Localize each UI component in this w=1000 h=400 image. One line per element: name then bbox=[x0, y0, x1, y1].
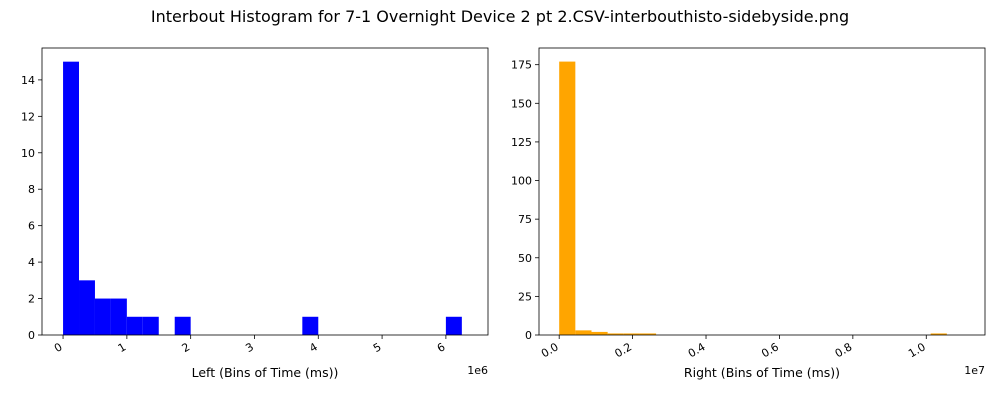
left-bar-1 bbox=[79, 280, 95, 335]
left-bar-3 bbox=[110, 298, 127, 335]
left-axes-frame bbox=[41, 47, 489, 336]
right-x-tick-label: 0.6 bbox=[759, 340, 781, 360]
left-bar-0 bbox=[63, 61, 80, 336]
left-x-tick-label: 2 bbox=[180, 340, 193, 355]
right-bar-23 bbox=[930, 333, 947, 335]
left-offset-text: 1e6 bbox=[467, 364, 488, 377]
right-bar-1 bbox=[575, 330, 592, 335]
left-bar-4 bbox=[126, 316, 143, 335]
left-bar-2 bbox=[94, 298, 111, 335]
left-x-tick-label: 0 bbox=[52, 340, 65, 355]
right-y-tick-label: 125 bbox=[511, 136, 532, 149]
right-bar-3 bbox=[607, 333, 624, 335]
right-y-tick-label: 100 bbox=[511, 175, 532, 188]
right-bar-2 bbox=[591, 331, 608, 335]
right-y-tick-label: 175 bbox=[511, 59, 532, 72]
right-y-tick-label: 25 bbox=[518, 290, 532, 303]
right-offset-text: 1e7 bbox=[964, 364, 985, 377]
left-bar-24 bbox=[445, 316, 462, 335]
left-y-tick-label: 0 bbox=[28, 329, 35, 342]
left-y-tick-label: 14 bbox=[21, 74, 35, 87]
right-x-tick-label: 0.4 bbox=[686, 340, 708, 360]
figure-title: Interbout Histogram for 7-1 Overnight De… bbox=[151, 7, 849, 26]
right-bar-5 bbox=[639, 333, 657, 335]
right-x-tick-label: 0.0 bbox=[539, 340, 561, 360]
right-bar-0 bbox=[559, 61, 576, 335]
right-x-tick-label: 0.2 bbox=[612, 340, 634, 360]
left-x-tick-label: 6 bbox=[435, 340, 448, 355]
left-y-tick-label: 6 bbox=[28, 220, 35, 233]
right-histogram: 0.0 0.2 0.4 0.6 0.8 1.0 0 25 50 75 100 125 150 175 Rig… bbox=[511, 47, 986, 380]
left-x-axis-label: Left (Bins of Time (ms)) bbox=[192, 365, 339, 380]
right-y-tick-label: 0 bbox=[525, 329, 532, 342]
left-y-tick-label: 8 bbox=[28, 183, 35, 196]
right-axes-frame bbox=[538, 47, 986, 336]
left-y-tick-label: 10 bbox=[21, 147, 35, 160]
right-y-tick-label: 150 bbox=[511, 97, 532, 110]
right-y-tick-label: 50 bbox=[518, 252, 532, 265]
left-y-tick-label: 4 bbox=[28, 256, 35, 269]
left-x-tick-label: 1 bbox=[116, 340, 129, 355]
left-y-tick-label: 12 bbox=[21, 110, 35, 123]
left-x-tick-label: 5 bbox=[371, 340, 384, 355]
left-bar-15 bbox=[302, 316, 319, 335]
right-x-tick-label: 1.0 bbox=[906, 340, 928, 360]
left-x-tick-label: 3 bbox=[243, 340, 256, 355]
right-x-axis-label: Right (Bins of Time (ms)) bbox=[684, 365, 840, 380]
right-y-tick-label: 75 bbox=[518, 213, 532, 226]
left-y-tick-label: 2 bbox=[28, 293, 35, 306]
right-bar-4 bbox=[623, 333, 640, 335]
left-x-tick-label: 4 bbox=[307, 340, 320, 355]
right-x-tick-label: 0.8 bbox=[833, 340, 855, 360]
left-bar-5 bbox=[142, 316, 159, 335]
left-bar-7 bbox=[174, 316, 191, 335]
